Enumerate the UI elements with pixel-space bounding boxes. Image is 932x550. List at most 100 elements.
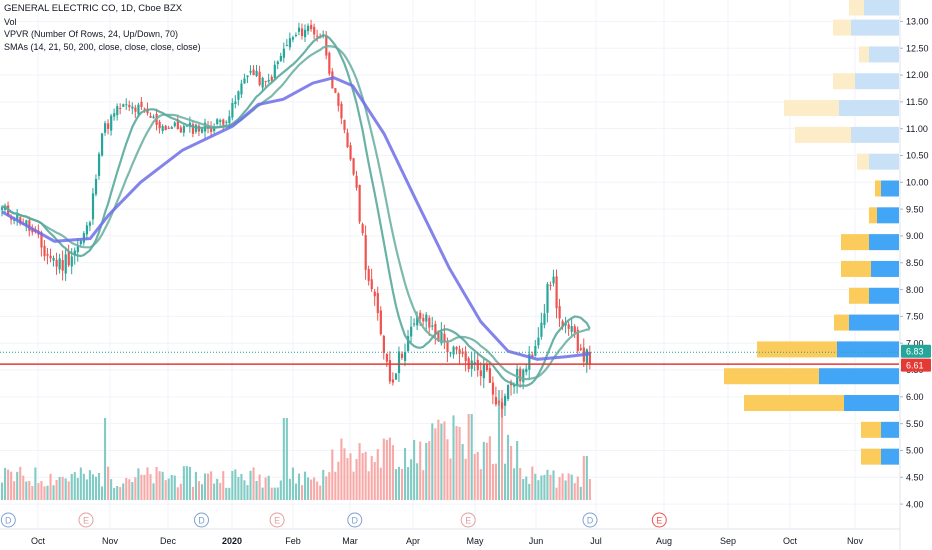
candle-body: [261, 77, 264, 88]
volume-bar: [79, 467, 82, 500]
volume-bar: [164, 480, 167, 500]
prev-close-badge-bg: [901, 344, 931, 358]
candle-body: [552, 276, 555, 284]
volume-bar: [552, 470, 555, 500]
candle-body: [228, 116, 231, 123]
candle-body: [49, 255, 52, 259]
candle-body: [419, 312, 422, 319]
volume-bar: [410, 459, 413, 500]
vpvr-down-bar: [833, 19, 851, 36]
candle-body: [258, 71, 261, 85]
candle-body: [85, 225, 89, 235]
volume-bar: [40, 481, 43, 500]
vpvr-down-bar: [841, 234, 869, 251]
candle-body: [525, 368, 528, 373]
marker-label: D: [587, 516, 594, 526]
volume-bar: [440, 423, 443, 500]
candle-body: [328, 52, 331, 74]
volume-indicator-label[interactable]: Vol: [4, 16, 17, 27]
vpvr-indicator-label[interactable]: VPVR (Number Of Rows, 24, Up/Down, 70): [4, 29, 179, 39]
candle-body: [431, 325, 434, 327]
candle-body: [443, 333, 446, 342]
candle-body: [276, 61, 279, 65]
volume-bar: [340, 438, 343, 500]
candle-body: [291, 37, 295, 40]
volume-bar: [452, 415, 455, 500]
candle-body: [143, 108, 146, 110]
vpvr-down-bar: [834, 314, 849, 331]
price-tick-label: 10.50: [906, 151, 929, 161]
candle-body: [167, 127, 170, 129]
candle-body: [316, 35, 319, 37]
dividend-marker[interactable]: D: [582, 512, 598, 528]
volume-bar: [37, 483, 40, 500]
candle-body: [116, 106, 119, 116]
candle-body: [252, 69, 255, 76]
candle-body: [361, 224, 364, 234]
candle-body: [70, 256, 73, 267]
volume-bar: [413, 439, 416, 500]
time-tick-label: Sep: [720, 536, 736, 546]
volume-bar: [194, 471, 198, 500]
sma-indicator-label[interactable]: SMAs (14, 21, 50, 200, close, close, clo…: [4, 41, 201, 52]
symbol-title[interactable]: GENERAL ELECTRIC CO, 1D, Cboe BZX: [4, 3, 183, 14]
volume-bar: [373, 461, 376, 500]
candle-body: [488, 368, 492, 383]
earnings-marker[interactable]: E: [269, 512, 285, 528]
candle-body: [458, 349, 461, 354]
time-tick-label: Oct: [31, 536, 46, 546]
candle-body: [182, 126, 185, 133]
price-axis-background: [900, 0, 932, 550]
volume-bar: [561, 473, 564, 500]
candle-body: [428, 317, 431, 328]
earnings-marker[interactable]: E: [78, 512, 94, 528]
volume-bar: [82, 473, 85, 500]
volume-bar: [122, 483, 125, 500]
candle-body: [243, 78, 246, 84]
candle-body: [179, 127, 182, 133]
price-tick-label: 11.50: [906, 97, 928, 107]
dividend-marker[interactable]: D: [347, 512, 363, 528]
volume-bar: [131, 482, 134, 500]
volume-bar: [361, 453, 364, 500]
volume-bar: [182, 466, 185, 500]
vpvr-up-bar: [855, 73, 899, 90]
candle-body: [43, 245, 46, 257]
vpvr-up-bar: [869, 234, 899, 251]
dividend-marker[interactable]: D: [0, 512, 16, 528]
vpvr-down-bar: [757, 341, 837, 358]
candle-body: [76, 245, 79, 253]
volume-bar: [185, 466, 188, 500]
volume-bar: [255, 480, 258, 500]
volume-bar: [422, 470, 425, 500]
volume-bar: [443, 421, 446, 500]
volume-bar: [213, 483, 216, 500]
candle-body: [446, 341, 449, 353]
volume-bar: [407, 467, 410, 500]
price-tick-label: 4.00: [906, 499, 924, 509]
volume-bar: [7, 469, 10, 500]
candle-body: [440, 331, 443, 344]
volume-profile: [724, 0, 899, 465]
volume-bar: [364, 451, 367, 500]
price-tick-label: 11.00: [906, 124, 928, 134]
dividend-marker[interactable]: D: [194, 512, 209, 528]
earnings-marker[interactable]: E: [460, 512, 476, 528]
volume-bar: [403, 448, 407, 500]
candle-body: [549, 284, 552, 286]
volume-bar: [476, 451, 479, 500]
candle-body: [25, 220, 28, 226]
price-tick-label: 10.00: [906, 178, 929, 188]
candle-body: [400, 353, 404, 358]
candle-body: [222, 119, 225, 125]
volume-bar: [494, 463, 497, 500]
candle-body: [158, 121, 161, 129]
volume-bar: [588, 479, 591, 500]
vpvr-down-bar: [724, 368, 819, 385]
vpvr-up-bar: [881, 448, 899, 465]
volume-bar: [446, 439, 449, 500]
earnings-marker[interactable]: E: [651, 512, 667, 528]
